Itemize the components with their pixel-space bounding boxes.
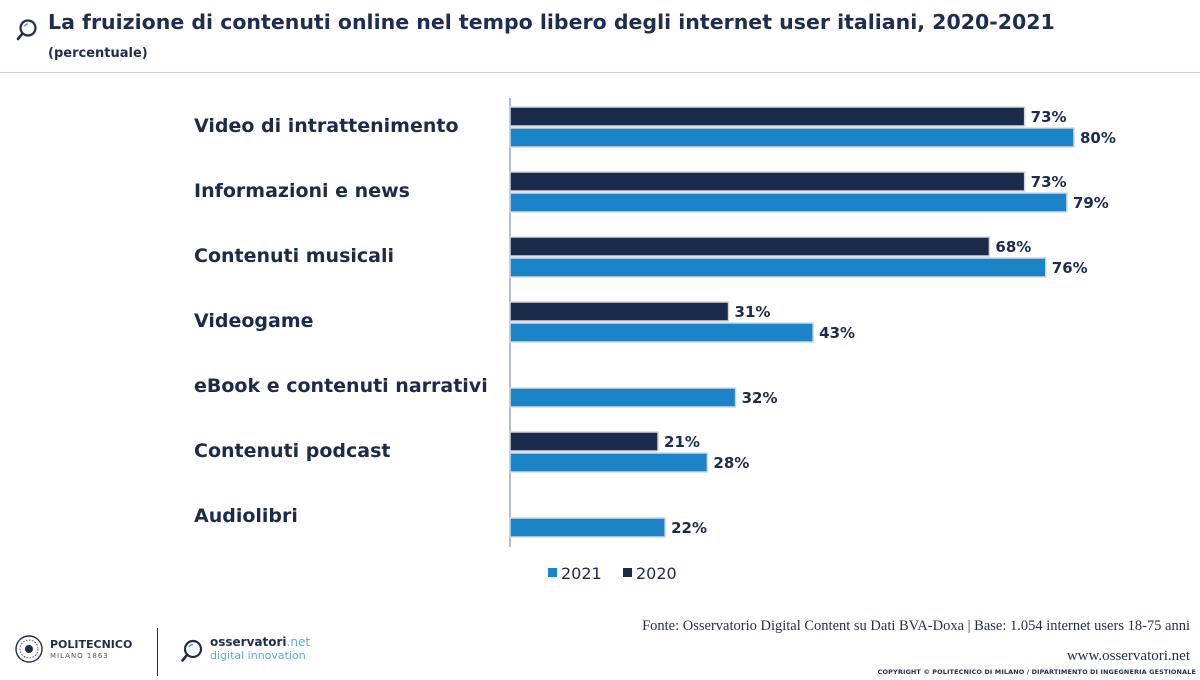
- legend-swatch-2021: [548, 568, 557, 577]
- category-label-audiolibri: Audiolibri: [194, 505, 298, 527]
- value-label-2021-video-di-intrattenimento: 80%: [1080, 129, 1116, 147]
- bar-2021-informazioni-e-news: [509, 192, 1068, 213]
- value-label-2021-contenuti-podcast: 28%: [713, 454, 749, 472]
- bar-2020-contenuti-musicali: [509, 236, 991, 257]
- bar-2020-videogame: [509, 301, 730, 322]
- logo-divider: [157, 628, 158, 676]
- value-label-2020-contenuti-podcast: 21%: [664, 433, 700, 451]
- value-label-2020-videogame: 31%: [735, 303, 771, 321]
- category-label-video-di-intrattenimento: Video di intrattenimento: [194, 115, 459, 137]
- category-label-videogame: Videogame: [194, 310, 314, 332]
- category-label-contenuti-musicali: Contenuti musicali: [194, 245, 394, 267]
- header-divider: [0, 72, 1200, 73]
- value-label-2021-videogame: 43%: [819, 324, 855, 342]
- polimi-seal-icon: [15, 635, 43, 663]
- osservatori-logo: osservatori.net digital innovation: [180, 634, 320, 668]
- search-icon: [16, 19, 37, 41]
- category-label-contenuti-podcast: Contenuti podcast: [194, 440, 391, 462]
- category-label-informazioni-e-news: Informazioni e news: [194, 180, 410, 202]
- legend-swatch-2020: [623, 568, 632, 577]
- bar-chart: Video di intrattenimento 73% 80% Informazio…: [194, 98, 1116, 583]
- osservatori-brand: osservatori: [210, 635, 287, 649]
- legend-label-2021: 2021: [561, 564, 602, 583]
- bar-2021-video-di-intrattenimento: [509, 127, 1075, 148]
- legend-label-2020: 2020: [636, 564, 677, 583]
- polimi-name: POLITECNICO: [50, 638, 133, 651]
- politecnico-logo: POLITECNICO MILANO 1863: [14, 632, 154, 670]
- source-note: Fonte: Osservatorio Digital Content su D…: [642, 618, 1190, 634]
- value-label-2021-informazioni-e-news: 79%: [1073, 194, 1109, 212]
- bar-2021-audiolibri: [509, 517, 666, 538]
- bar-2021-ebook-e-contenuti-narrativi: [509, 387, 737, 408]
- value-label-2020-informazioni-e-news: 73%: [1031, 173, 1067, 191]
- value-label-2020-contenuti-musicali: 68%: [995, 238, 1031, 256]
- value-label-2021-contenuti-musicali: 76%: [1052, 259, 1088, 277]
- copyright-note: COPYRIGHT © POLITECNICO DI MILANO / DIPA…: [877, 668, 1196, 676]
- chart-title: La fruizione di contenuti online nel tem…: [48, 10, 1055, 34]
- bar-2020-video-di-intrattenimento: [509, 106, 1026, 127]
- bar-2021-contenuti-podcast: [509, 452, 709, 473]
- bar-2020-informazioni-e-news: [509, 171, 1026, 192]
- bar-2021-contenuti-musicali: [509, 257, 1047, 278]
- website-link[interactable]: www.osservatori.net: [1066, 648, 1190, 664]
- polimi-sub: MILANO 1863: [50, 652, 109, 660]
- osservatori-tagline: digital innovation: [210, 649, 306, 662]
- category-label-ebook-e-contenuti-narrativi: eBook e contenuti narrativi: [194, 375, 488, 397]
- osservatori-icon: [181, 639, 203, 662]
- osservatori-suffix: .net: [286, 635, 311, 649]
- value-label-2021-ebook-e-contenuti-narrativi: 32%: [742, 389, 778, 407]
- bar-2021-videogame: [509, 322, 814, 343]
- bar-2020-contenuti-podcast: [509, 431, 659, 452]
- value-label-2020-video-di-intrattenimento: 73%: [1031, 108, 1067, 126]
- value-label-2021-audiolibri: 22%: [671, 519, 707, 537]
- chart-subtitle: (percentuale): [48, 46, 148, 61]
